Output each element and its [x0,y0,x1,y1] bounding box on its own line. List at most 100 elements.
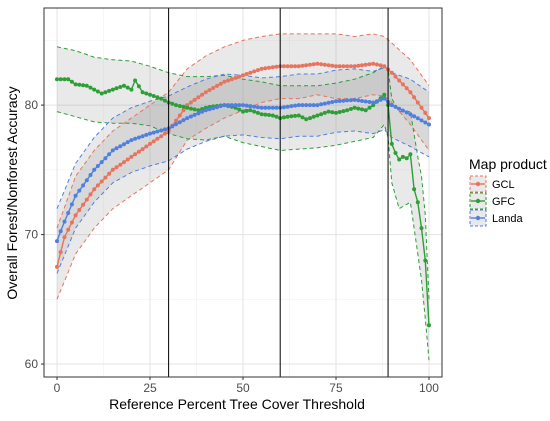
landa-point [304,103,309,108]
gcl-point [129,154,134,159]
gfc-point [62,77,67,82]
gcl-point [319,62,324,67]
landa-point [300,103,305,108]
gfc-point [159,96,164,101]
x-tick-label: 100 [419,381,439,395]
gcl-point [99,179,104,184]
gfc-point [55,77,59,82]
gcl-point [371,61,376,66]
gcl-point [427,116,431,121]
gfc-point [66,77,71,82]
landa-point [170,124,175,129]
gcl-point [110,167,115,172]
landa-point [103,156,108,161]
landa-point [69,202,74,207]
gfc-point [118,85,123,89]
landa-point [315,103,320,108]
gfc-point [177,104,182,108]
landa-point [382,96,387,101]
gcl-point [207,88,212,93]
gcl-point [419,105,424,110]
gcl-point [118,162,123,167]
gfc-point [415,200,420,205]
landa-point [73,193,78,198]
gfc-point [125,85,130,90]
gfc-point [244,108,249,113]
gfc-point [419,226,424,231]
gcl-point [181,108,186,113]
gfc-point [274,114,279,119]
gfc-point [389,141,394,146]
vline-layer [168,8,389,377]
gfc-lower-bound [56,111,430,361]
landa-point [203,108,208,113]
landa-point [274,105,279,110]
landa-point [162,127,167,132]
legend-title: Map product [469,156,547,172]
gfc-point [192,107,197,112]
landa-point [427,122,431,127]
gcl-point [274,64,279,69]
gfc-point [408,152,413,157]
landa-point [77,188,82,193]
gfc-point [241,109,245,114]
gfc-point [181,104,186,109]
gfc-point [326,109,331,114]
gfc-point [382,92,387,97]
legend-item-landa: Landa [469,209,523,227]
gcl-point [92,187,97,192]
landa-point [237,103,242,108]
gfc-point [58,77,63,82]
legend-key-point-landa [475,215,481,221]
legend-keys: GCL GFC Landa [469,175,523,227]
gfc-point [400,154,405,159]
landa-point [129,138,134,143]
ribbon-layer [57,33,429,361]
gcl-point [296,64,301,69]
gcl-point [133,152,138,157]
gcl-point [88,192,93,197]
gcl-point [423,110,428,115]
gcl-point [334,64,338,69]
gfc-point [412,187,417,192]
gfc-point [144,91,149,96]
legend: Map product GCL GFC Landa [469,156,547,227]
gcl-point [144,144,149,149]
gfc-point [337,110,342,114]
landa-point [319,102,324,107]
landa-point [174,122,178,127]
landa-point [259,105,264,110]
landa-point [412,114,417,119]
landa-point [281,105,286,110]
gcl-point [203,90,208,95]
landa-point [289,104,294,109]
gfc-point [155,95,160,100]
landa-point [311,103,316,108]
y-tick-label: 80 [25,98,39,112]
y-axis-title: Overall Forest/Nonforest Accuracy [4,86,20,299]
gfc-point [304,117,309,122]
landa-point [334,99,338,104]
gfc-point [367,105,372,110]
landa-point [148,131,152,136]
axis-layer: 0 25 50 75 100 60 70 80 [25,98,440,395]
gcl-point [341,64,346,69]
gfc-point [263,112,268,117]
landa-point [177,120,182,125]
gfc-point [151,94,156,98]
gcl-point [304,63,309,68]
gcl-point [148,141,152,146]
landa-point [267,105,271,110]
gcl-point [285,64,290,69]
gcl-point [151,139,156,144]
gcl-point [415,100,420,105]
gfc-point [397,157,402,162]
gfc-point [352,105,357,110]
gcl-upper-bound [56,33,430,229]
gcl-point [211,86,216,90]
gfc-point [185,105,190,110]
landa-point [389,103,394,108]
gcl-point [218,81,223,86]
gcl-point [226,78,231,83]
gcl-point [136,149,141,154]
